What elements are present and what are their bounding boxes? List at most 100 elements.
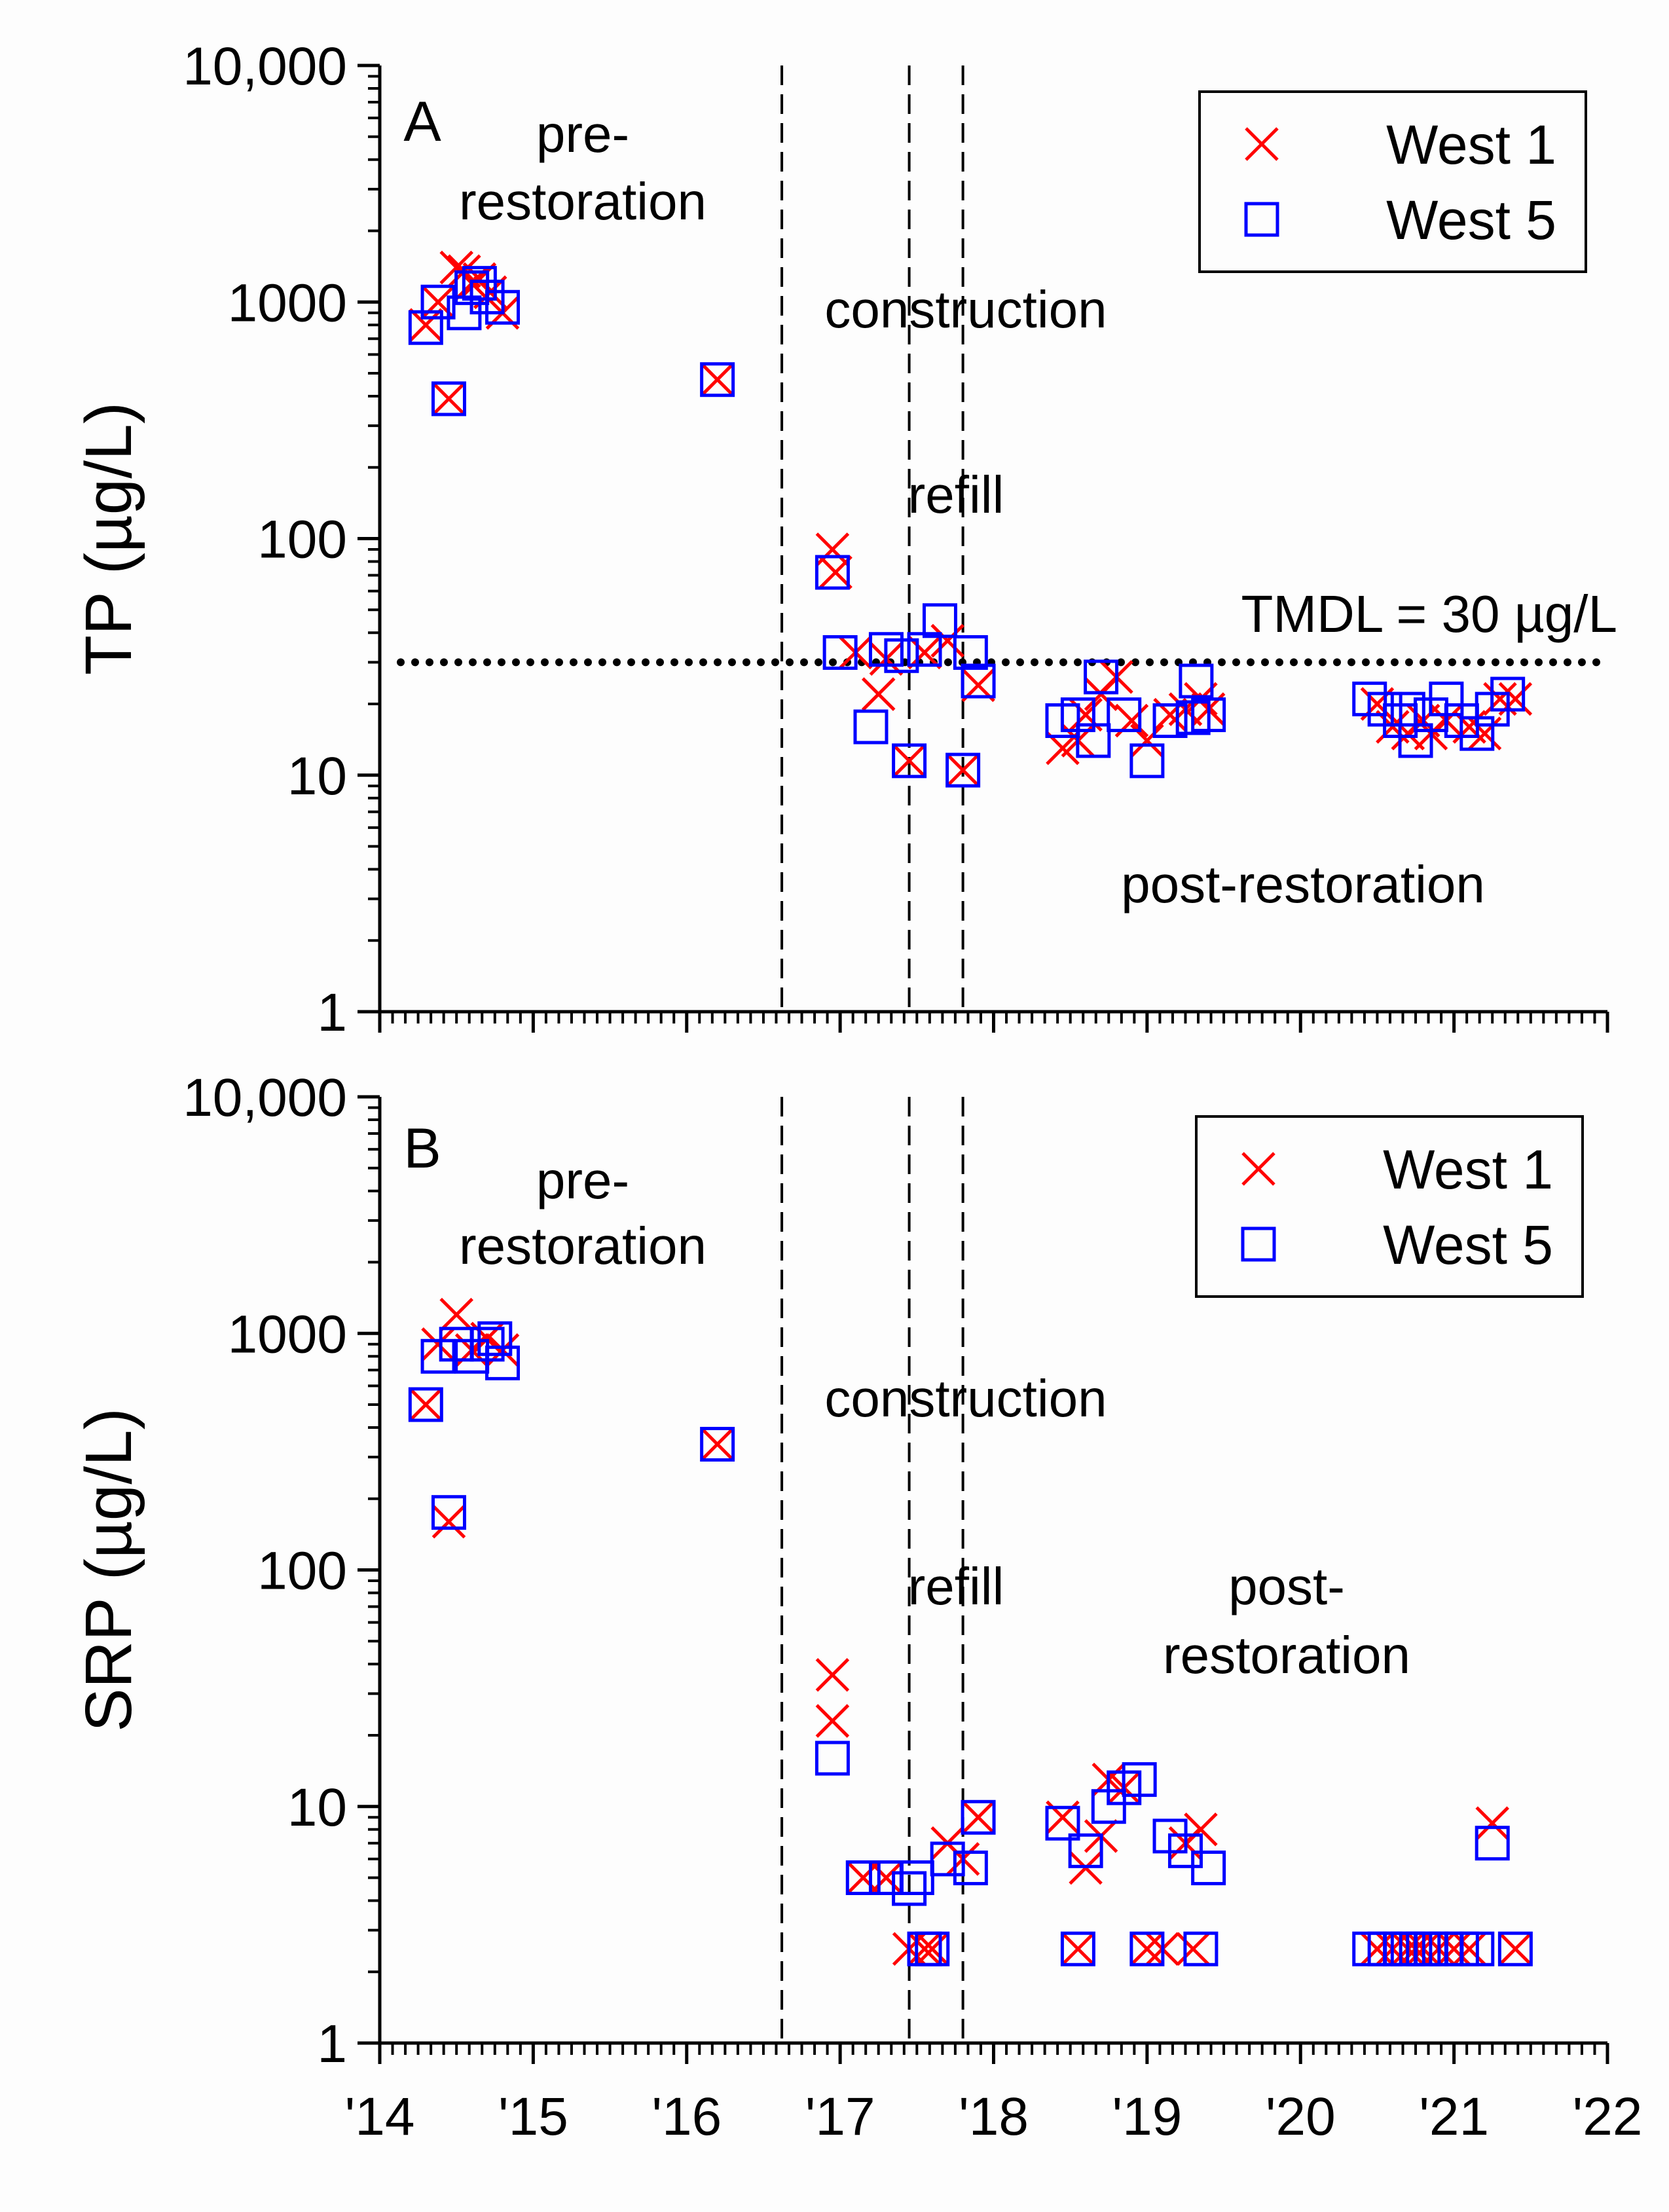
- data-point-square: [961, 663, 996, 699]
- data-point-square: [884, 638, 919, 673]
- data-point-square: [899, 1860, 934, 1895]
- data-point-square: [1191, 697, 1226, 733]
- x-tick-label: '17: [805, 2087, 875, 2147]
- x-tick-label: '20: [1266, 2087, 1336, 2147]
- data-point-square: [853, 709, 889, 745]
- data-point-square: [915, 1931, 950, 1966]
- data-point-x: [930, 623, 964, 658]
- legend-label: West 5: [1386, 189, 1556, 251]
- legend-label: West 1: [1386, 114, 1556, 175]
- data-point-x: [1467, 716, 1502, 750]
- tmdl-label: TMDL = 30 µg/L: [1241, 585, 1618, 643]
- data-point-square: [1107, 697, 1142, 733]
- legend-marker-x: [1245, 127, 1279, 161]
- data-point-square: [953, 635, 988, 670]
- data-point-square: [822, 635, 858, 670]
- data-point-x: [1130, 1932, 1164, 1966]
- y-axis-label: TP (µg/L): [72, 402, 145, 675]
- panel-letter: B: [403, 1117, 441, 1180]
- data-point-x: [892, 744, 926, 778]
- series-west-5: [408, 266, 1526, 788]
- data-point-x: [1452, 1932, 1486, 1966]
- data-point-x: [439, 1297, 473, 1332]
- data-point-square: [477, 1321, 513, 1356]
- data-point-square: [1497, 1931, 1533, 1966]
- phase-annotation-post: post-restoration: [1121, 855, 1485, 913]
- data-point-square: [945, 752, 981, 788]
- data-point-x: [700, 1427, 735, 1462]
- data-point-x: [421, 1327, 455, 1361]
- data-point-square: [1045, 1805, 1080, 1841]
- data-point-x: [908, 1932, 942, 1966]
- data-point-square: [431, 1495, 466, 1530]
- phase-annotation-pre1: pre-: [536, 105, 629, 163]
- data-point-x: [818, 555, 853, 589]
- data-point-square: [408, 310, 443, 345]
- phase-annotation-refill: refill: [908, 466, 1004, 524]
- y-tick-label: 10: [287, 747, 347, 806]
- data-point-square: [1459, 1931, 1495, 1966]
- x-tick-label: '18: [959, 2087, 1029, 2147]
- data-point-square: [700, 1427, 735, 1462]
- data-point-x: [700, 362, 735, 397]
- data-point-x: [431, 382, 466, 416]
- legend-marker-x: [1241, 1152, 1275, 1186]
- data-point-square: [1129, 743, 1165, 779]
- data-point-square: [700, 362, 735, 397]
- series-west-5: [408, 1321, 1533, 1966]
- panel-b-srp-chart: 1 10 100 1000 10,000 '14 '15 '16 '17 '18 '19 '20 '21…: [72, 1068, 1642, 2147]
- phase-annotation-post2: restoration: [1163, 1626, 1410, 1684]
- legend-label: West 5: [1383, 1214, 1553, 1276]
- data-point-x: [908, 635, 942, 670]
- x-tick-label: '15: [498, 2087, 568, 2147]
- y-tick-label: 10,000: [183, 37, 347, 96]
- panel-a-tp-chart: 1 10 100 1000 10,000 TP (µg/L) TMDL = 30 µg/L A…: [72, 37, 1617, 1042]
- data-point-square: [892, 1871, 927, 1906]
- y-tick-label: 1: [317, 2014, 347, 2074]
- legend-box: [1195, 1115, 1584, 1298]
- data-point-square: [462, 266, 497, 301]
- data-point-x: [1184, 1812, 1218, 1847]
- y-tick-label: 100: [257, 510, 347, 570]
- y-tick-label: 1: [317, 983, 347, 1042]
- data-point-x: [915, 1932, 949, 1966]
- data-point-x: [431, 1504, 466, 1539]
- data-point-square: [1475, 1826, 1510, 1861]
- data-point-square: [1490, 676, 1526, 712]
- data-point-square: [1183, 1931, 1219, 1966]
- data-point-x: [861, 677, 896, 711]
- data-point-square: [485, 1345, 520, 1380]
- phase-annotation-pre1: pre-: [536, 1151, 629, 1209]
- phase-annotation-pre2: restoration: [459, 172, 706, 230]
- data-point-x: [1176, 1932, 1210, 1966]
- data-point-square: [1068, 1833, 1103, 1868]
- data-point-square: [408, 1387, 443, 1422]
- data-point-square: [845, 1860, 881, 1895]
- data-point-x: [409, 1388, 443, 1422]
- data-point-square: [922, 603, 957, 638]
- data-point-square: [1076, 723, 1111, 758]
- data-point-square: [815, 555, 850, 590]
- y-tick-label: 10: [287, 1778, 347, 1837]
- legend-marker-square: [1241, 1226, 1276, 1262]
- data-point-square: [1129, 1931, 1165, 1966]
- data-point-x: [815, 1658, 850, 1692]
- data-point-square: [1191, 1851, 1226, 1886]
- y-tick-label: 1000: [228, 1304, 347, 1364]
- x-tick-label: '16: [651, 2087, 722, 2147]
- x-tick-label: '14: [345, 2087, 415, 2147]
- data-point-square: [431, 381, 466, 416]
- data-point-square: [815, 1741, 850, 1776]
- legend: West 1 West 5: [1198, 90, 1587, 273]
- phase-annotation-construction: construction: [824, 280, 1107, 339]
- data-point-x: [1437, 1932, 1471, 1966]
- data-point-square: [953, 1851, 988, 1886]
- phase-annotation-pre2: restoration: [459, 1217, 706, 1275]
- phase-annotation-refill: refill: [908, 1557, 1004, 1615]
- data-point-square: [1060, 1931, 1095, 1966]
- y-tick-label: 100: [257, 1541, 347, 1601]
- data-point-x: [1475, 1806, 1509, 1841]
- legend: West 1 West 5: [1195, 1115, 1584, 1298]
- data-point-square: [420, 1338, 456, 1374]
